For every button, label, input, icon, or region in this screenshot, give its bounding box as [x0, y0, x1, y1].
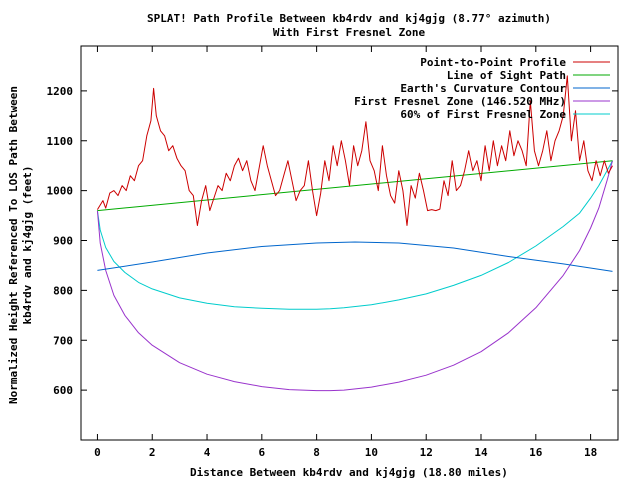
series-line-4 — [96, 160, 613, 310]
series-line-0 — [96, 75, 613, 226]
y-tick-label: 800 — [53, 284, 73, 297]
y-tick-label: 1000 — [47, 185, 74, 198]
legend-label: First Fresnel Zone (146.520 MHz) — [354, 95, 566, 108]
legend-label: 60% of First Fresnel Zone — [400, 108, 566, 121]
x-tick-label: 12 — [420, 446, 433, 459]
x-tick-label: 10 — [365, 446, 378, 459]
x-tick-label: 4 — [204, 446, 211, 459]
x-tick-label: 0 — [94, 446, 101, 459]
y-tick-label: 700 — [53, 334, 73, 347]
y-tick-label: 600 — [53, 384, 73, 397]
series-line-1 — [97, 160, 613, 212]
y-tick-label: 900 — [53, 235, 73, 248]
legend-label: Point-to-Point Profile — [420, 56, 566, 69]
y-axis-label-line-2: kb4rdv and kj4gjg (feet) — [21, 166, 34, 325]
x-tick-label: 18 — [584, 446, 597, 459]
x-tick-label: 8 — [313, 446, 320, 459]
legend-label: Earth's Curvature Contour — [400, 82, 566, 95]
chart-subtitle: With First Fresnel Zone — [273, 26, 426, 39]
series-line-3 — [96, 160, 613, 392]
series-line-2 — [97, 241, 613, 272]
x-tick-label: 6 — [259, 446, 266, 459]
legend-label: Line of Sight Path — [447, 69, 566, 82]
x-tick-label: 14 — [474, 446, 488, 459]
y-axis-label-line-1: Normalized Height Referenced To LOS Path… — [7, 86, 20, 404]
series-lines — [96, 75, 613, 392]
axis-ticks: 0 2 4 6 8 10 12 14 16 18 600 700 800 900 1000 1100 1200 — [47, 46, 618, 459]
x-axis-label: Distance Between kb4rdv and kj4gjg (18.8… — [190, 466, 508, 479]
plot-frame — [80, 45, 619, 441]
x-tick-label: 16 — [529, 446, 543, 459]
chart-title: SPLAT! Path Profile Between kb4rdv and k… — [147, 12, 551, 25]
x-tick-label: 2 — [149, 446, 156, 459]
y-tick-label: 1200 — [47, 85, 74, 98]
y-tick-label: 1100 — [47, 135, 74, 148]
